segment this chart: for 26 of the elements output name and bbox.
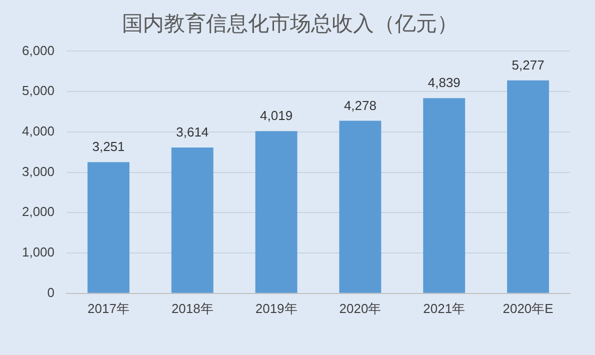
- chart-title: 国内教育信息化市场总收入（亿元）: [122, 11, 458, 36]
- bar: [339, 120, 382, 293]
- bar: [255, 131, 298, 293]
- x-tick-label: 2021年: [423, 300, 466, 316]
- y-tick-label: 5,000: [22, 83, 55, 98]
- x-tick-label: 2020年: [339, 300, 382, 316]
- data-label: 4,839: [428, 75, 460, 90]
- y-tick-label: 2,000: [22, 204, 55, 220]
- y-tick-label: 6,000: [22, 42, 55, 58]
- bar: [88, 162, 130, 293]
- data-label: 4,019: [260, 108, 293, 124]
- y-tick-label: 1,000: [22, 244, 55, 260]
- bar: [507, 80, 550, 293]
- y-tick-label: 4,000: [22, 124, 55, 139]
- y-tick-label: 0: [47, 284, 55, 300]
- x-tick-label: 2018年: [171, 300, 214, 316]
- x-tick-label: 2017年: [88, 300, 130, 316]
- bar: [423, 98, 466, 293]
- x-tick-label: 2019年: [255, 300, 298, 316]
- x-tick-label: 2020年E: [502, 300, 554, 316]
- y-tick-label: 3,000: [22, 164, 55, 179]
- bar: [171, 148, 214, 293]
- data-label: 5,277: [512, 57, 544, 72]
- data-label: 3,614: [176, 124, 209, 140]
- data-label: 3,251: [92, 139, 125, 154]
- data-label: 4,278: [344, 98, 376, 113]
